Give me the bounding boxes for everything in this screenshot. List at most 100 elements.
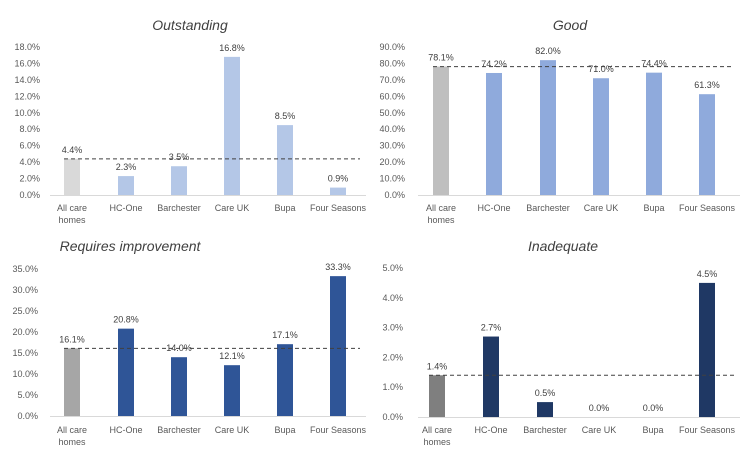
chart-requires-improvement: Requires improvement 0.0% 5.0% 10.0% 15.0% 20… bbox=[12, 238, 366, 447]
bar bbox=[277, 344, 293, 416]
chart-inadequate: Inadequate 0.0% 1.0% 2.0% 3.0% 4.0% 5.0% 1.4% Al… bbox=[382, 238, 740, 447]
bar bbox=[171, 357, 187, 416]
category-label: Bupa bbox=[642, 425, 663, 435]
data-label: 33.3% bbox=[325, 262, 351, 272]
bar bbox=[433, 66, 449, 196]
bar bbox=[118, 328, 134, 416]
bar bbox=[429, 375, 445, 417]
data-label: 0.9% bbox=[328, 174, 349, 184]
y-tick-label: 10.0% bbox=[379, 174, 405, 184]
y-tick-label: 15.0% bbox=[12, 348, 38, 358]
category-label: Care UK bbox=[215, 203, 250, 213]
y-tick-label: 25.0% bbox=[12, 306, 38, 316]
category-label: Care UK bbox=[582, 425, 617, 435]
category-label: HC-One bbox=[474, 425, 507, 435]
data-label: 0.0% bbox=[589, 403, 610, 413]
y-tick-label: 5.0% bbox=[17, 390, 38, 400]
category-label: All care homes bbox=[57, 425, 87, 447]
bar bbox=[224, 365, 240, 416]
category-label: HC-One bbox=[477, 203, 510, 213]
category-label: Care UK bbox=[584, 203, 619, 213]
category-label: Care UK bbox=[215, 425, 250, 435]
bar bbox=[330, 276, 346, 416]
y-tick-label: 0.0% bbox=[384, 190, 405, 200]
data-label: 4.5% bbox=[697, 269, 718, 279]
y-tick-label: 1.0% bbox=[382, 382, 403, 392]
category-label: Four Seasons bbox=[310, 425, 367, 435]
bar bbox=[118, 176, 134, 195]
category-label: All care homes bbox=[422, 425, 452, 447]
bar bbox=[699, 282, 715, 417]
y-tick-label: 20.0% bbox=[379, 157, 405, 167]
data-label: 3.5% bbox=[169, 152, 190, 162]
data-label: 12.1% bbox=[219, 351, 245, 361]
data-label: 74.4% bbox=[641, 59, 667, 69]
chart-title: Good bbox=[553, 17, 588, 33]
y-tick-label: 16.0% bbox=[14, 58, 40, 68]
chart-outstanding: Outstanding 0.0% 2.0% 4.0% 6.0% 8.0% 10.0% 12.0… bbox=[14, 17, 366, 225]
data-label: 2.7% bbox=[481, 323, 502, 333]
category-label: Bupa bbox=[643, 203, 664, 213]
data-label: 4.4% bbox=[62, 145, 83, 155]
category-label: HC-One bbox=[109, 425, 142, 435]
bar bbox=[699, 94, 715, 195]
category-label: Barchester bbox=[157, 203, 201, 213]
category-label: Barchester bbox=[157, 425, 201, 435]
data-label: 8.5% bbox=[275, 111, 296, 121]
category-label: All care homes bbox=[57, 203, 87, 225]
y-tick-label: 2.0% bbox=[19, 174, 40, 184]
data-label: 82.0% bbox=[535, 46, 561, 56]
bar bbox=[64, 158, 80, 195]
bar bbox=[646, 72, 662, 195]
y-tick-label: 30.0% bbox=[12, 285, 38, 295]
data-label: 0.0% bbox=[643, 403, 664, 413]
bar bbox=[224, 56, 240, 195]
y-tick-label: 0.0% bbox=[17, 411, 38, 421]
chart-title: Inadequate bbox=[528, 238, 598, 254]
y-tick-label: 8.0% bbox=[19, 124, 40, 134]
data-label: 17.1% bbox=[272, 330, 298, 340]
bar bbox=[483, 336, 499, 417]
category-label: All care homes bbox=[426, 203, 456, 225]
category-label: Four Seasons bbox=[679, 203, 736, 213]
y-tick-label: 40.0% bbox=[379, 124, 405, 134]
category-label: Bupa bbox=[274, 203, 295, 213]
y-tick-label: 90.0% bbox=[379, 42, 405, 52]
bar bbox=[537, 402, 553, 417]
chart-title: Outstanding bbox=[152, 17, 228, 33]
data-label: 16.8% bbox=[219, 43, 245, 53]
bar bbox=[171, 166, 187, 195]
y-tick-label: 0.0% bbox=[382, 412, 403, 422]
y-tick-label: 18.0% bbox=[14, 42, 40, 52]
y-tick-label: 6.0% bbox=[19, 141, 40, 151]
y-tick-label: 10.0% bbox=[14, 108, 40, 118]
y-tick-label: 70.0% bbox=[379, 75, 405, 85]
data-label: 71.0% bbox=[588, 64, 614, 74]
category-label: Bupa bbox=[274, 425, 295, 435]
data-label: 78.1% bbox=[428, 53, 454, 63]
bar bbox=[277, 125, 293, 195]
bar bbox=[593, 78, 609, 195]
y-tick-label: 3.0% bbox=[382, 323, 403, 333]
category-label: HC-One bbox=[109, 203, 142, 213]
category-label: Barchester bbox=[526, 203, 570, 213]
y-tick-label: 60.0% bbox=[379, 91, 405, 101]
y-tick-label: 10.0% bbox=[12, 369, 38, 379]
data-label: 61.3% bbox=[694, 80, 720, 90]
y-tick-label: 0.0% bbox=[19, 190, 40, 200]
category-label: Four Seasons bbox=[679, 425, 736, 435]
y-tick-label: 30.0% bbox=[379, 141, 405, 151]
y-tick-label: 35.0% bbox=[12, 264, 38, 274]
y-tick-label: 4.0% bbox=[382, 293, 403, 303]
y-tick-label: 14.0% bbox=[14, 75, 40, 85]
y-tick-label: 2.0% bbox=[382, 352, 403, 362]
data-label: 2.3% bbox=[116, 162, 137, 172]
y-tick-label: 4.0% bbox=[19, 157, 40, 167]
y-tick-label: 20.0% bbox=[12, 327, 38, 337]
category-label: Barchester bbox=[523, 425, 567, 435]
data-label: 16.1% bbox=[59, 334, 85, 344]
bar bbox=[540, 60, 556, 196]
data-label: 0.5% bbox=[535, 388, 556, 398]
